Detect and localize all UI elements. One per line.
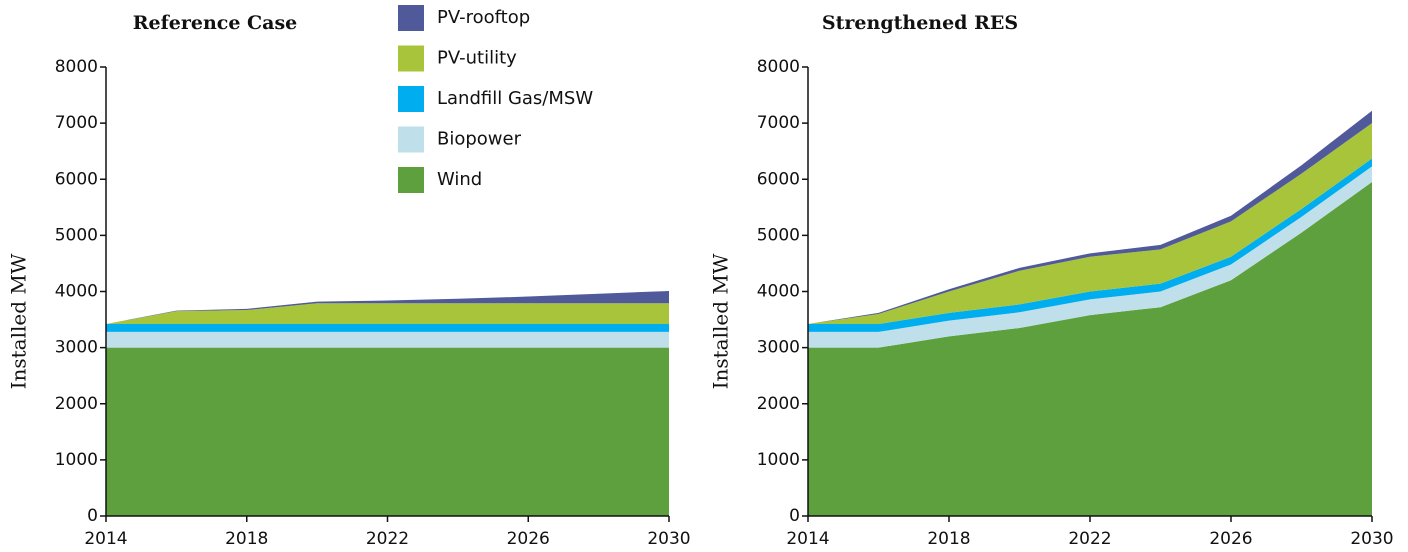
area [808, 166, 1372, 348]
y-tick-label: 5000 [55, 225, 98, 245]
x-tick-label: 2018 [927, 529, 970, 549]
chart-title: Strengthened RES [822, 12, 1018, 34]
legend-label: Landfill Gas/MSW [437, 88, 593, 109]
x-tick-label: 2022 [1068, 529, 1111, 549]
y-tick-label: 8000 [757, 57, 800, 77]
chart-title: Reference Case [133, 12, 298, 34]
x-tick-label: 2026 [507, 529, 550, 549]
x-tick-label: 2018 [225, 529, 268, 549]
y-tick-label: 1000 [757, 450, 800, 470]
y-axis-label: Installed MW [7, 253, 31, 389]
y-tick-label: 0 [87, 506, 98, 526]
y-tick-label: 2000 [757, 394, 800, 414]
area [106, 303, 669, 325]
area [808, 158, 1372, 332]
area [106, 331, 669, 348]
x-tick-label: 2030 [647, 529, 690, 549]
legend-label: PV-utility [437, 48, 517, 69]
area [808, 123, 1372, 325]
y-tick-label: 4000 [757, 282, 800, 302]
legend-label: PV-rooftop [437, 7, 530, 28]
legend-swatch [398, 45, 424, 72]
y-tick-label: 0 [789, 506, 800, 526]
y-tick-label: 3000 [55, 338, 98, 358]
legend-swatch [398, 126, 424, 153]
legend-swatch [398, 5, 424, 31]
y-tick-label: 4000 [55, 282, 98, 302]
area [106, 290, 669, 325]
y-tick-label: 3000 [757, 338, 800, 358]
y-tick-label: 2000 [55, 394, 98, 414]
x-tick-label: 2022 [366, 529, 409, 549]
area [106, 324, 669, 332]
y-tick-label: 7000 [55, 113, 98, 133]
x-tick-label: 2014 [84, 529, 127, 549]
legend-label: Wind [437, 169, 482, 190]
x-tick-label: 2014 [786, 529, 829, 549]
area [808, 182, 1372, 516]
y-tick-label: 6000 [55, 169, 98, 189]
legend-swatch [398, 86, 424, 112]
y-tick-label: 7000 [757, 113, 800, 133]
y-tick-label: 5000 [757, 225, 800, 245]
legend-swatch [398, 167, 424, 193]
x-tick-label: 2026 [1209, 529, 1252, 549]
legend-label: Biopower [437, 129, 522, 150]
y-tick-label: 6000 [757, 169, 800, 189]
y-axis-label: Installed MW [709, 253, 733, 389]
x-tick-label: 2030 [1350, 529, 1393, 549]
area [106, 347, 669, 516]
y-tick-label: 1000 [55, 450, 98, 470]
y-tick-label: 8000 [55, 57, 98, 77]
